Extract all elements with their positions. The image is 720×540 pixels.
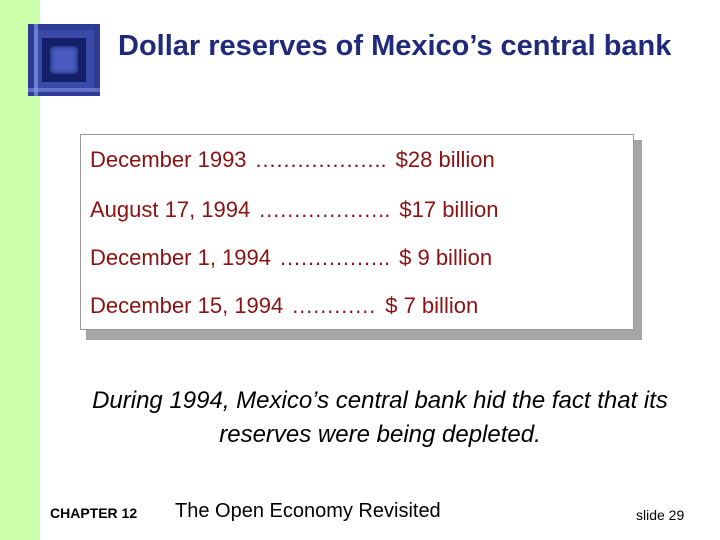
- reserve-amount: $ 7 billion: [385, 293, 479, 318]
- footer-chapter: CHAPTER 12: [50, 505, 138, 521]
- reserve-date: August 17, 1994: [90, 197, 251, 222]
- logo-inner: [50, 46, 78, 74]
- reserve-leader-dots: …………….: [279, 245, 390, 270]
- logo-square-icon: [28, 24, 100, 96]
- reserve-leader-dots: ……………….: [254, 147, 387, 172]
- reserve-amount: $28 billion: [395, 147, 495, 172]
- reserve-amount: $17 billion: [399, 197, 499, 222]
- slide-title: Dollar reserves of Mexico’s central bank: [118, 30, 672, 62]
- reserve-date: December 1, 1994: [90, 245, 271, 270]
- reserve-row: December 1993 ………………. $28 billion: [90, 147, 495, 173]
- logo-streak-bottom: [28, 88, 100, 92]
- reserve-row: December 15, 1994 ………… $ 7 billion: [90, 293, 478, 319]
- reserve-row: December 1, 1994 ……………. $ 9 billion: [90, 245, 492, 271]
- logo-streak: [34, 24, 38, 96]
- reserve-amount: $ 9 billion: [399, 245, 493, 270]
- slide-note: During 1994, Mexico’s central bank hid t…: [92, 387, 668, 448]
- reserve-row: August 17, 1994 ………………. $17 billion: [90, 197, 498, 223]
- footer-book-title: The Open Economy Revisited: [175, 500, 441, 522]
- reserve-leader-dots: …………: [291, 293, 376, 318]
- footer-slide-number: slide 29: [636, 507, 685, 523]
- reserve-leader-dots: ……………….: [258, 197, 390, 222]
- reserve-date: December 15, 1994: [90, 293, 284, 318]
- reserves-box: December 1993………………. $28 billion August 1…: [80, 134, 634, 330]
- reserve-date: December 1993: [90, 147, 247, 172]
